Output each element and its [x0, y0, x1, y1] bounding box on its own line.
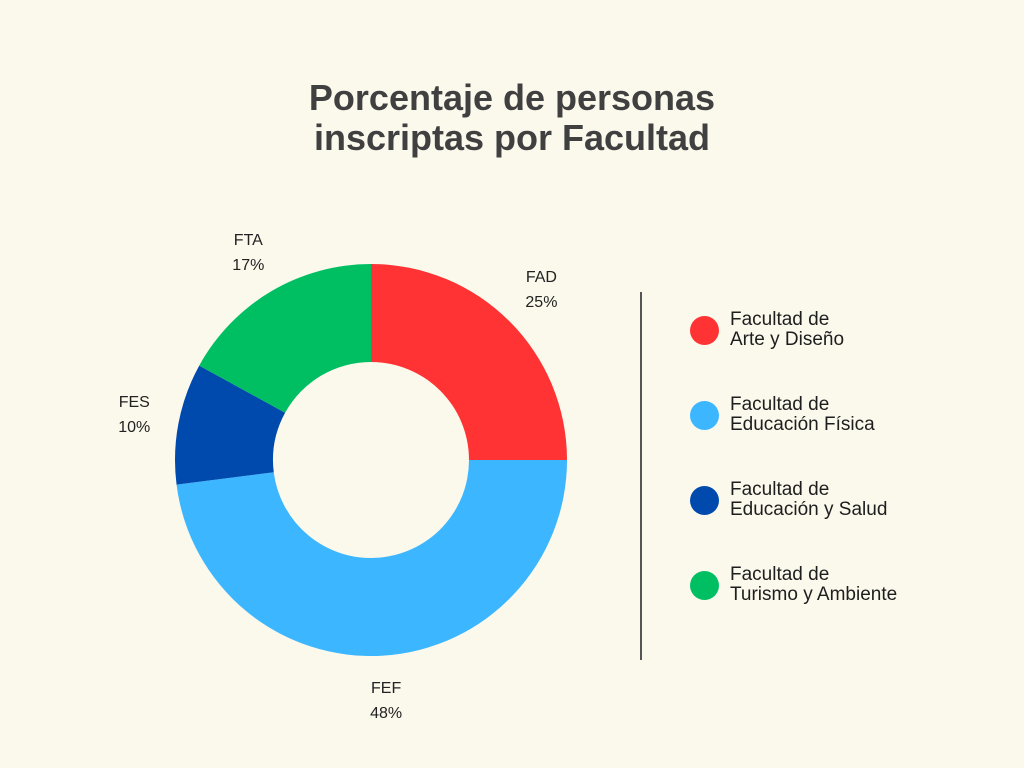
chart-title-line-2: inscriptas por Facultad [313, 117, 711, 158]
slice-label-name: FTA [233, 231, 263, 249]
legend-divider [640, 292, 642, 660]
legend-swatch-fad [690, 316, 719, 345]
legend-label-fad: Facultad de Arte y Diseño [730, 310, 844, 350]
legend-label-fta-line-2: Turismo y Ambiente [730, 584, 898, 605]
slice-label-name: FES [118, 393, 150, 411]
legend-label-fad-line-2: Arte y Diseño [730, 329, 845, 350]
slice-label-value: 17% [232, 256, 265, 274]
legend-swatch-fes [690, 486, 719, 515]
legend-label-fes-line-1: Facultad de [730, 479, 830, 500]
slice-label-value: 10% [118, 418, 151, 436]
slice-label-fes: FES 10% [118, 390, 150, 440]
legend-swatch-fta [690, 571, 719, 600]
slice-label-fta: FTA 17% [232, 228, 264, 278]
slice-fad [371, 264, 567, 460]
legend-label-fad-line-1: Facultad de [730, 309, 830, 330]
slice-label-value: 25% [525, 293, 558, 311]
slice-label-fef: FEF 48% [370, 676, 402, 726]
legend-item-fad: Facultad de Arte y Diseño [690, 310, 1020, 395]
legend-label-fef-line-2: Educación Física [730, 414, 875, 435]
legend-item-fta: Facultad de Turismo y Ambiente [690, 565, 1020, 650]
chart-title: Porcentaje de personas inscriptas por Fa… [212, 78, 812, 158]
slice-fef [176, 460, 567, 656]
slice-label-name: FAD [525, 268, 557, 286]
legend-item-fes: Facultad de Educación y Salud [690, 480, 1020, 565]
legend-label-fef: Facultad de Educación Física [730, 395, 875, 435]
legend-label-fta-line-1: Facultad de [730, 564, 830, 585]
legend-item-fef: Facultad de Educación Física [690, 395, 1020, 480]
legend-swatch-fef [690, 401, 719, 430]
legend-label-fes: Facultad de Educación y Salud [730, 480, 887, 520]
slice-label-fad: FAD 25% [525, 265, 557, 315]
slice-fes [175, 365, 286, 485]
slice-fta [199, 264, 371, 413]
legend-label-fef-line-1: Facultad de [730, 394, 830, 415]
chart-title-line-1: Porcentaje de personas [308, 77, 716, 118]
slice-label-name: FEF [371, 679, 402, 697]
legend-label-fes-line-2: Educación y Salud [730, 499, 888, 520]
legend-label-fta: Facultad de Turismo y Ambiente [730, 565, 897, 605]
legend: Facultad de Arte y Diseño Facultad de Ed… [690, 310, 1020, 650]
slice-label-value: 48% [370, 704, 403, 722]
